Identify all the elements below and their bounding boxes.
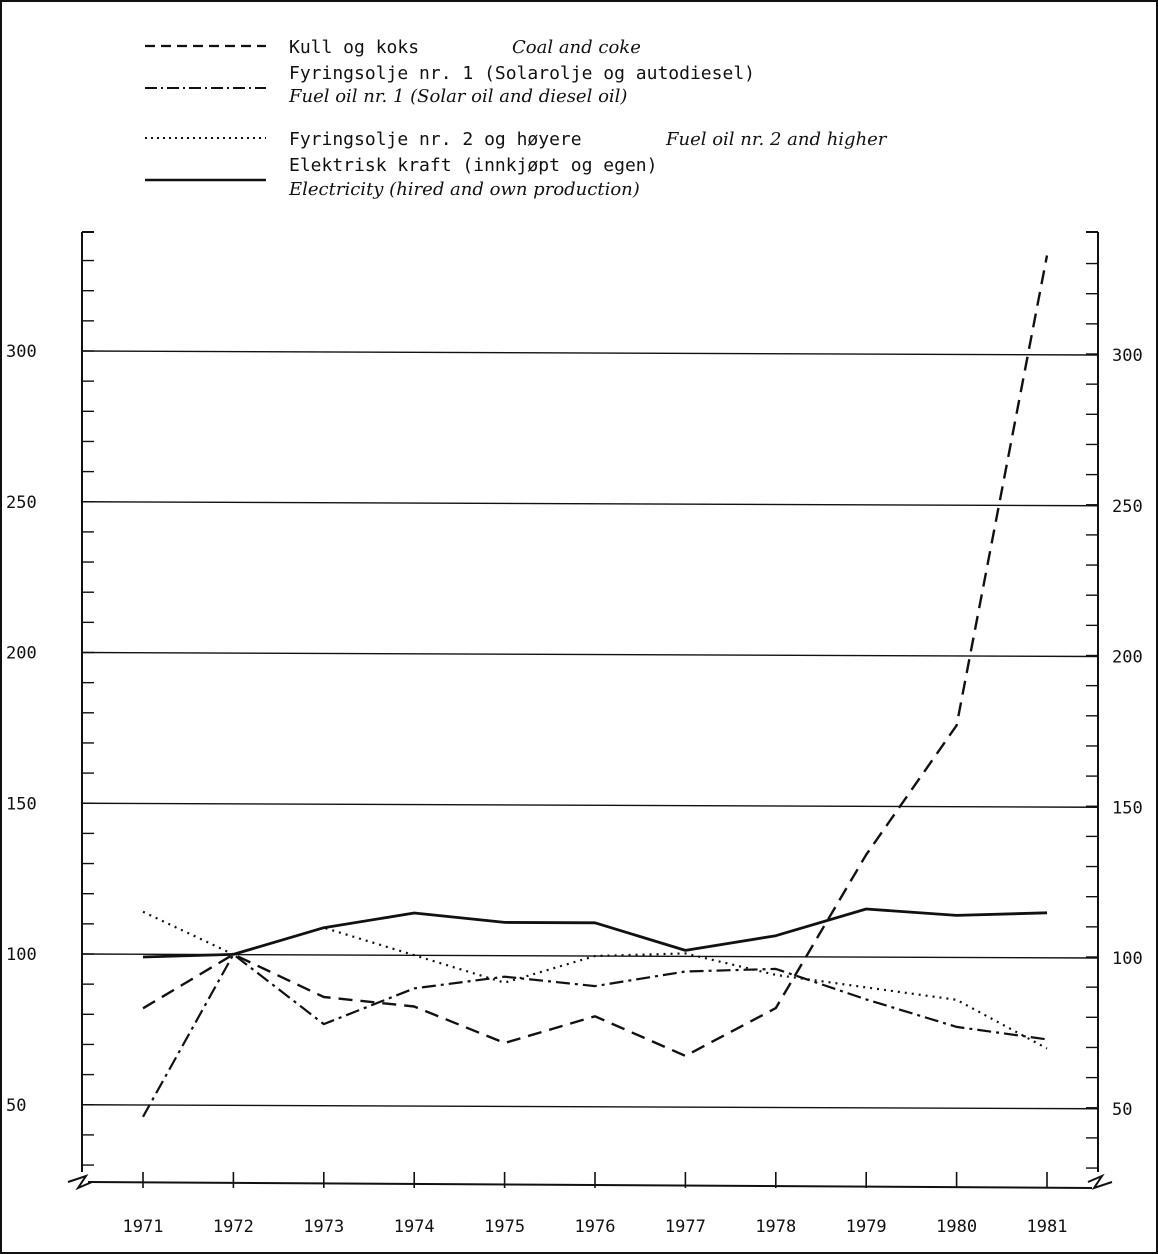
x-axis	[87, 1181, 1093, 1189]
axis-break-left	[67, 1174, 93, 1191]
plot-area	[142, 255, 1049, 1118]
y-tick-label-left: 300	[6, 342, 37, 362]
x-tick-label: 1981	[1027, 1217, 1068, 1237]
y-tick-label-right: 50	[1112, 1100, 1132, 1120]
y-tick-label-left: 50	[6, 1096, 26, 1116]
series-line-fuel-oil-2	[142, 910, 1048, 1050]
gridline	[81, 1104, 1099, 1110]
x-tick-label: 1980	[936, 1217, 977, 1237]
legend-label-fuel-oil-1-en: Fuel oil nr. 1 (Solar oil and diesel oil…	[288, 86, 627, 107]
gridline	[81, 350, 1099, 356]
legend-label-coal-en: Coal and coke	[512, 37, 641, 58]
legend-label-electricity: Elektrisk kraft (innkjøpt og egen)	[289, 155, 657, 176]
legend-label-fuel-oil-2-en: Fuel oil nr. 2 and higher	[665, 129, 888, 150]
series-line-coal	[142, 255, 1049, 1058]
gridline	[81, 501, 1099, 507]
axes: 50 50 100 100 150 150 200 200 250 250 300 300 1971 19…	[6, 231, 1143, 1237]
series-line-fuel-oil-1	[142, 953, 1048, 1118]
x-tick-label: 1977	[665, 1217, 706, 1237]
y-tick-label-right: 100	[1112, 949, 1143, 969]
series-line-electricity	[142, 907, 1048, 959]
y-tick-label-right: 150	[1112, 798, 1143, 818]
x-tick-label: 1979	[846, 1217, 887, 1237]
x-tick-label: 1976	[575, 1217, 616, 1237]
legend-label-coal: Kull og koks	[289, 37, 419, 58]
axis-break-right	[1087, 1173, 1113, 1190]
gridline	[81, 953, 1099, 959]
x-tick-label: 1974	[394, 1217, 435, 1237]
y-tick-label-right: 200	[1112, 648, 1143, 668]
legend: Kull og koks Coal and coke Fyringsolje n…	[145, 37, 888, 200]
x-tick-label: 1971	[123, 1217, 164, 1237]
y-tick-label-right: 250	[1112, 497, 1143, 517]
gridlines	[81, 350, 1099, 1110]
y-tick-label-left: 100	[6, 945, 37, 965]
x-tick-label: 1972	[213, 1217, 254, 1237]
y-tick-label-left: 200	[6, 644, 37, 664]
legend-label-electricity-en: Electricity (hired and own production)	[288, 179, 640, 200]
x-tick-label: 1978	[755, 1217, 796, 1237]
y-tick-label-left: 150	[6, 794, 37, 814]
legend-label-fuel-oil-1: Fyringsolje nr. 1 (Solarolje og autodies…	[289, 63, 755, 84]
gridline	[81, 651, 1099, 658]
legend-label-fuel-oil-2: Fyringsolje nr. 2 og høyere	[289, 129, 582, 150]
x-tick-label: 1973	[303, 1217, 344, 1237]
y-tick-label-left: 250	[6, 493, 37, 513]
gridline	[81, 802, 1099, 808]
y-tick-label-right: 300	[1112, 346, 1143, 366]
x-tick-label: 1975	[484, 1217, 525, 1237]
